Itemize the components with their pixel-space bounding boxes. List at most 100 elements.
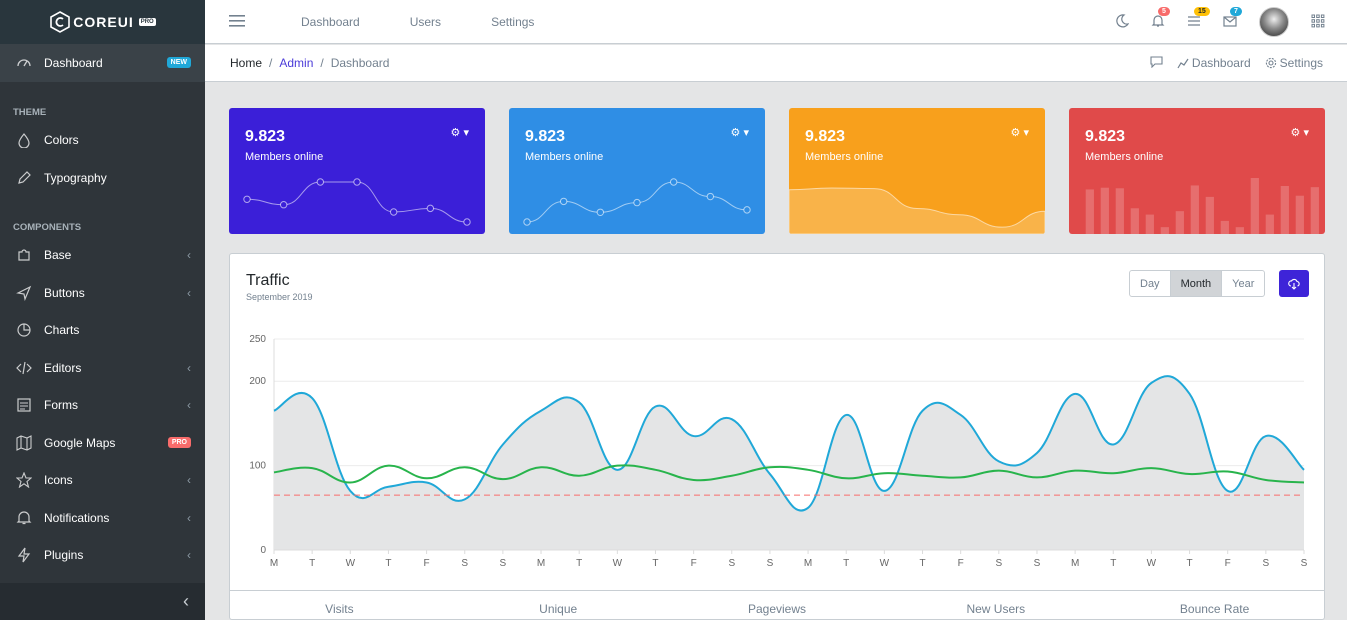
sidebar-item-plugins[interactable]: Plugins ‹ — [0, 537, 205, 575]
sparkline-bar — [1130, 208, 1139, 234]
sidebar-item-typography[interactable]: Typography — [0, 159, 205, 197]
pencil-icon — [16, 170, 32, 186]
brand-pro-badge: PRO — [138, 18, 156, 26]
card-settings-dropdown[interactable]: ⚙ ▾ — [731, 126, 749, 139]
hamburger-icon — [229, 15, 245, 27]
apps-grid-icon[interactable] — [1311, 14, 1325, 31]
sparkline-bar — [1190, 185, 1199, 234]
sparkline-area — [789, 187, 1045, 234]
sidebar-item-editors[interactable]: Editors ‹ — [0, 349, 205, 387]
x-tick-label: M — [804, 558, 812, 569]
avatar[interactable] — [1259, 7, 1289, 37]
period-month-button[interactable]: Month — [1169, 271, 1222, 296]
gear-icon: ⚙ — [730, 127, 741, 139]
series-line-0 — [273, 375, 1305, 512]
map-icon — [16, 434, 32, 451]
sparkline-point — [669, 178, 678, 186]
gear-icon: ⚙ — [1290, 127, 1301, 139]
download-button[interactable] — [1279, 270, 1309, 297]
breadcrumb-admin[interactable]: Admin — [279, 56, 314, 70]
x-tick-label: M — [270, 558, 278, 569]
traffic-footer: Visits Unique Pageviews New Users Bounce… — [230, 590, 1324, 620]
chevron-left-icon: ‹ — [187, 548, 191, 563]
sidebar-item-icons[interactable]: Icons ‹ — [0, 462, 205, 500]
x-tick-label: S — [1263, 558, 1270, 569]
card-settings-dropdown[interactable]: ⚙ ▾ — [1291, 126, 1309, 139]
sidebar-item-buttons[interactable]: Buttons ‹ — [0, 274, 205, 312]
tasks-list[interactable]: 15 — [1187, 6, 1210, 31]
moon-icon[interactable] — [1115, 13, 1130, 31]
notifications-bell[interactable]: 5 — [1151, 6, 1170, 31]
list-icon — [1188, 15, 1200, 26]
x-tick-label: T — [652, 558, 658, 569]
sparkline-bar — [1205, 196, 1214, 234]
sidebar-item-label: Editors — [44, 360, 82, 375]
x-tick-label: S — [995, 558, 1002, 569]
period-year-button[interactable]: Year — [1221, 271, 1264, 296]
footer-bounce-rate: Bounce Rate — [1179, 602, 1250, 616]
card-settings-dropdown[interactable]: ⚙ ▾ — [1011, 126, 1029, 139]
sidebar-minimizer[interactable]: ‹ — [0, 583, 205, 620]
caret-down-icon: ▾ — [1023, 127, 1029, 139]
envelope-icon — [1223, 15, 1237, 27]
breadcrumb-settings-link[interactable]: Settings — [1265, 56, 1323, 70]
x-tick-label: S — [500, 558, 507, 569]
x-tick-label: T — [1187, 558, 1193, 569]
brand-logo[interactable]: COREUI PRO — [0, 0, 205, 44]
sparkline-line — [246, 181, 468, 223]
stat-value: 9.823 — [245, 128, 286, 145]
sidebar-item-charts[interactable]: Charts — [0, 312, 205, 350]
sidebar-item-google-maps[interactable]: Google Maps PRO — [0, 424, 205, 462]
card-settings-dropdown[interactable]: ⚙ ▾ — [451, 126, 469, 139]
traffic-subtitle: September 2019 — [246, 292, 313, 302]
header-nav-users[interactable]: Users — [409, 14, 442, 29]
sidebar-toggler[interactable] — [229, 11, 261, 32]
chart-pie-icon — [16, 322, 32, 338]
x-tick-label: M — [537, 558, 545, 569]
header-nav-settings[interactable]: Settings — [491, 14, 535, 29]
sidebar-item-notifications[interactable]: Notifications ‹ — [0, 499, 205, 537]
sparkline-bar — [1145, 214, 1154, 234]
footer-visits: Visits — [325, 602, 354, 616]
breadcrumb-current: Dashboard — [330, 56, 390, 70]
sparkline-bar — [1265, 214, 1274, 234]
footer-unique: Unique — [539, 602, 578, 616]
chevron-left-icon: ‹ — [187, 510, 191, 525]
breadcrumb-home[interactable]: Home — [230, 56, 263, 70]
period-day-button[interactable]: Day — [1140, 277, 1160, 290]
sparkline-bar — [1220, 220, 1229, 234]
sparkline-bar — [1235, 227, 1244, 234]
traffic-chart: 0 100 200 250 M T W T F S S M T W T F S S M T W T F S S M T W T F S S — [249, 334, 1307, 569]
header-nav-dashboard[interactable]: Dashboard — [301, 14, 360, 29]
caret-down-icon: ▾ — [1303, 127, 1309, 139]
sidebar-item-dashboard[interactable]: Dashboard NEW — [0, 44, 205, 82]
stat-value: 9.823 — [1085, 128, 1126, 145]
messages-envelope[interactable]: 7 — [1223, 6, 1242, 31]
y-tick-label: 100 — [249, 461, 266, 472]
sidebar-item-colors[interactable]: Colors — [0, 122, 205, 160]
sparkline-bar — [1175, 211, 1184, 234]
sidebar-item-base[interactable]: Base ‹ — [0, 237, 205, 275]
speech-icon[interactable] — [1150, 55, 1163, 71]
stat-card: 9.823 Members online ⚙ ▾ — [509, 108, 765, 234]
sidebar-nav: Dashboard NEW THEME Colors Typography COMPONE… — [0, 44, 205, 574]
bell-icon — [1151, 14, 1165, 27]
chevron-left-icon: ‹ — [187, 398, 191, 413]
sidebar-badge: PRO — [167, 437, 191, 449]
sidebar-badge: NEW — [166, 57, 191, 69]
sparkline-bar — [1250, 178, 1259, 234]
star-icon — [16, 472, 32, 489]
breadcrumb: Home / Admin / Dashboard Dashboard Setti… — [205, 45, 1347, 82]
sparkline-point — [743, 206, 751, 214]
sidebar-item-label: Notifications — [44, 510, 110, 525]
breadcrumb-dashboard-link[interactable]: Dashboard — [1177, 56, 1251, 70]
x-tick-label: W — [613, 558, 623, 569]
stat-label: Members online — [525, 151, 604, 163]
gear-icon: ⚙ — [1010, 127, 1021, 139]
sidebar-item-forms[interactable]: Forms ‹ — [0, 387, 205, 425]
x-tick-label: M — [1071, 558, 1079, 569]
sidebar-item-label: Google Maps — [44, 435, 116, 450]
sidebar-item-label: Dashboard — [44, 55, 103, 70]
x-tick-label: W — [1147, 558, 1157, 569]
sidebar: COREUI PRO Dashboard NEW THEME Colors Typogr… — [0, 0, 205, 620]
